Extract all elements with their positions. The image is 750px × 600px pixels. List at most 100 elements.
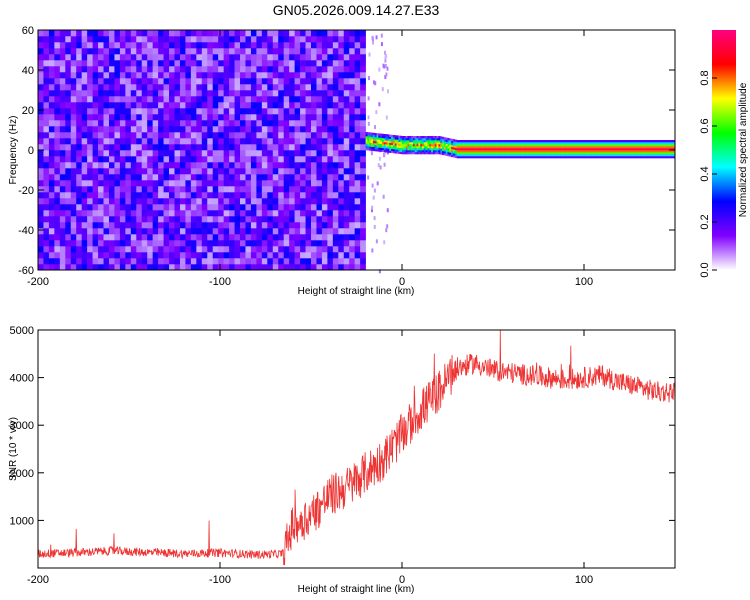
heatmap-cell — [245, 144, 252, 151]
heatmap-cell — [92, 198, 99, 205]
heatmap-cell — [509, 156, 512, 159]
heatmap-cell — [460, 142, 463, 145]
heatmap-cell — [294, 186, 301, 193]
heatmap-cell — [65, 42, 72, 49]
heatmap-cell — [125, 150, 132, 157]
heatmap-cell — [423, 140, 426, 143]
heatmap-cell — [240, 156, 246, 163]
heatmap-cell — [174, 30, 181, 37]
heatmap-cell — [638, 146, 641, 149]
heatmap-cell — [554, 144, 557, 147]
heatmap-cell — [513, 144, 516, 147]
heatmap-cell — [391, 146, 394, 150]
heatmap-cell — [327, 78, 334, 85]
heatmap-cell — [300, 60, 306, 67]
heatmap-cell — [374, 143, 377, 146]
heatmap-cell — [283, 138, 290, 145]
heatmap-cell — [234, 138, 241, 145]
heatmap-cell — [289, 174, 295, 181]
heatmap-cell — [278, 90, 284, 97]
heatmap-cell — [529, 140, 532, 143]
heatmap-cell — [300, 228, 306, 235]
heatmap-cell — [169, 210, 175, 217]
heatmap-cell — [245, 252, 252, 259]
heatmap-cell — [174, 90, 181, 97]
heatmap-cell — [300, 138, 306, 145]
heatmap-cell — [316, 48, 323, 55]
heatmap-cell — [505, 148, 508, 151]
heatmap-cell — [332, 150, 339, 157]
heatmap-cell — [360, 150, 366, 157]
heatmap-cell — [305, 192, 312, 199]
heatmap-cell — [542, 150, 545, 153]
heatmap-cell — [207, 216, 214, 223]
heatmap-cell — [547, 144, 550, 147]
heatmap-cell — [54, 240, 61, 247]
heatmap-cell — [229, 228, 235, 235]
heatmap-cell — [169, 150, 175, 157]
heatmap-cell — [190, 222, 197, 229]
heatmap-cell — [354, 234, 361, 241]
heatmap-cell — [534, 146, 537, 149]
heatmap-cell — [478, 152, 481, 155]
heatmap-cell — [59, 108, 66, 115]
heatmap-cell — [338, 132, 345, 139]
heatmap-cell — [449, 150, 452, 153]
heatmap-cell — [594, 146, 598, 149]
heatmap-cell — [452, 153, 456, 156]
heatmap-cell — [59, 78, 66, 85]
heatmap-cell — [147, 156, 153, 163]
heatmap-cell — [482, 140, 485, 143]
heatmap-cell — [190, 102, 197, 109]
heatmap-cell — [531, 144, 534, 147]
heatmap-cell — [422, 142, 425, 145]
heatmap-cell — [565, 156, 568, 159]
heatmap-cell — [593, 150, 596, 153]
heatmap-cell — [245, 222, 252, 229]
heatmap-cell — [662, 148, 665, 151]
heatmap-cell — [343, 228, 350, 235]
heatmap-cell — [147, 138, 153, 145]
heatmap-cell — [174, 174, 181, 181]
heatmap-cell — [636, 150, 639, 153]
heatmap-cell — [316, 246, 323, 253]
heatmap-cell — [185, 114, 192, 121]
heatmap-cell — [411, 148, 414, 151]
heatmap-cell — [87, 156, 93, 163]
heatmap-cell — [389, 140, 392, 143]
heatmap-cell — [327, 138, 334, 145]
heatmap-cell — [321, 150, 328, 157]
heatmap-cell — [611, 154, 614, 157]
heatmap-cell — [70, 84, 77, 91]
heatmap-cell — [596, 148, 599, 151]
heatmap-cell — [551, 148, 554, 151]
heatmap-cell — [311, 240, 317, 247]
heatmap-cell — [223, 84, 230, 91]
heatmap-cell — [604, 142, 607, 145]
heatmap-cell — [536, 156, 539, 159]
heatmap-cell — [65, 210, 72, 217]
heatmap-cell — [48, 168, 55, 175]
heatmap-cell — [360, 48, 366, 55]
heatmap-cell — [43, 66, 50, 73]
heatmap-cell — [360, 264, 366, 271]
heatmap-cell — [98, 42, 104, 49]
heatmap-cell — [567, 146, 570, 149]
heatmap-cell — [354, 222, 361, 229]
heatmap-cell — [332, 138, 339, 145]
heatmap-cell — [645, 152, 648, 155]
heatmap-cell — [620, 140, 623, 143]
heatmap-cell — [261, 156, 268, 163]
heatmap-cell — [607, 142, 610, 145]
heatmap-cell — [76, 174, 82, 181]
heatmap-cell — [343, 252, 350, 259]
heatmap-cell — [294, 156, 301, 163]
heatmap-cell — [190, 210, 197, 217]
heatmap-cell — [383, 150, 386, 153]
heatmap-cell — [147, 36, 153, 43]
heatmap-cell — [551, 140, 554, 143]
heatmap-cell — [411, 144, 414, 147]
heatmap-cell — [349, 96, 355, 103]
heatmap-cell — [76, 84, 82, 91]
heatmap-cell — [604, 154, 607, 157]
